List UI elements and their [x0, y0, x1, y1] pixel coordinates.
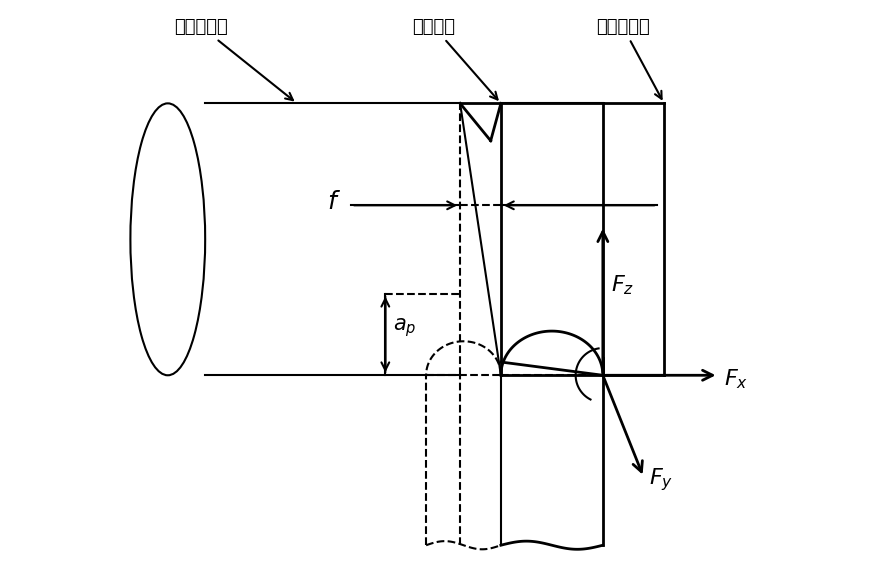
Text: 待加工表面: 待加工表面 [175, 18, 293, 100]
Text: $F_z$: $F_z$ [611, 274, 634, 297]
Text: f: f [328, 190, 337, 214]
Text: $a_p$: $a_p$ [394, 316, 417, 339]
Text: $F_x$: $F_x$ [724, 367, 748, 391]
Text: 已加工表面: 已加工表面 [596, 18, 662, 99]
Text: 加工表面: 加工表面 [413, 18, 497, 100]
Text: $F_y$: $F_y$ [649, 466, 673, 493]
